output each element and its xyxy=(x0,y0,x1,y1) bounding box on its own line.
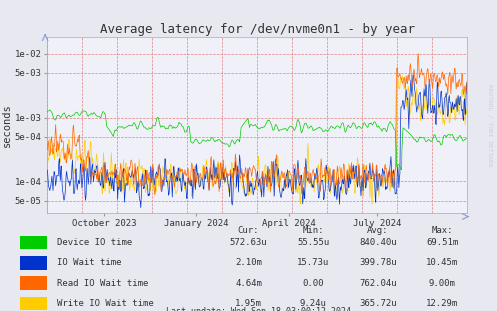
Text: 365.72u: 365.72u xyxy=(359,299,397,308)
Bar xyxy=(20,236,47,249)
Text: RRDTOOL / TOBI OETIKER: RRDTOOL / TOBI OETIKER xyxy=(488,84,493,166)
Text: 12.29m: 12.29m xyxy=(426,299,458,308)
Y-axis label: seconds: seconds xyxy=(2,103,12,147)
Text: IO Wait time: IO Wait time xyxy=(57,258,122,267)
Text: 4.64m: 4.64m xyxy=(235,279,262,288)
Text: Device IO time: Device IO time xyxy=(57,238,132,247)
Text: 2.10m: 2.10m xyxy=(235,258,262,267)
Text: 15.73u: 15.73u xyxy=(297,258,329,267)
Text: Write IO Wait time: Write IO Wait time xyxy=(57,299,154,308)
Text: 572.63u: 572.63u xyxy=(230,238,267,247)
Text: Last update: Wed Sep 18 03:00:12 2024: Last update: Wed Sep 18 03:00:12 2024 xyxy=(166,307,351,311)
Bar xyxy=(20,297,47,310)
Text: 55.55u: 55.55u xyxy=(297,238,329,247)
Text: 399.78u: 399.78u xyxy=(359,258,397,267)
Text: 69.51m: 69.51m xyxy=(426,238,458,247)
Text: 9.24u: 9.24u xyxy=(300,299,327,308)
Text: Avg:: Avg: xyxy=(367,226,389,235)
Text: 10.45m: 10.45m xyxy=(426,258,458,267)
Text: Min:: Min: xyxy=(302,226,324,235)
Text: 840.40u: 840.40u xyxy=(359,238,397,247)
Text: 9.00m: 9.00m xyxy=(429,279,456,288)
Text: 0.00: 0.00 xyxy=(302,279,324,288)
Text: 762.04u: 762.04u xyxy=(359,279,397,288)
Text: Max:: Max: xyxy=(431,226,453,235)
Text: Cur:: Cur: xyxy=(238,226,259,235)
Title: Average latency for /dev/nvme0n1 - by year: Average latency for /dev/nvme0n1 - by ye… xyxy=(100,23,414,36)
Text: Read IO Wait time: Read IO Wait time xyxy=(57,279,149,288)
Bar xyxy=(20,256,47,270)
Bar xyxy=(20,276,47,290)
Text: 1.95m: 1.95m xyxy=(235,299,262,308)
